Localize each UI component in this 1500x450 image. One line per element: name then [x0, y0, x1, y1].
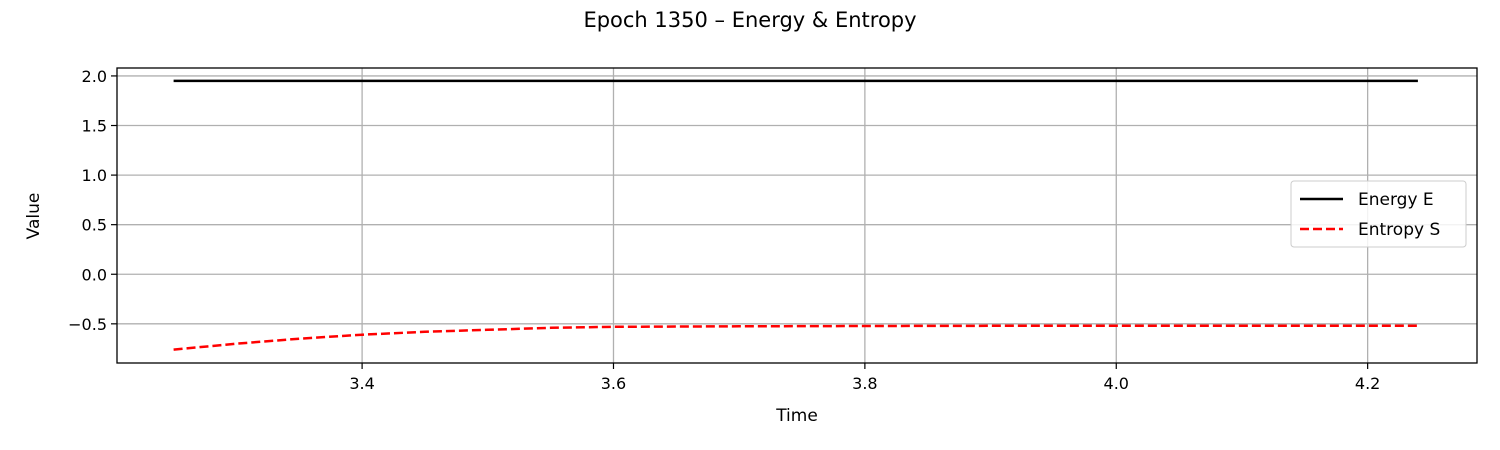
- x-tick-label: 3.8: [852, 374, 877, 393]
- x-tick-label: 3.6: [601, 374, 626, 393]
- y-tick-label: 1.5: [82, 117, 107, 136]
- legend-box: [1290, 180, 1467, 248]
- chart-title: Epoch 1350 – Energy & Entropy: [583, 8, 916, 32]
- y-tick-label: 0.0: [82, 265, 107, 284]
- x-tick-label: 4.0: [1104, 374, 1129, 393]
- legend-label-entropy: Entropy S: [1358, 220, 1440, 240]
- y-axis-label: Value: [24, 193, 44, 240]
- y-tick-label: 2.0: [82, 67, 107, 86]
- x-axis-label: Time: [775, 406, 818, 426]
- plot-frame: [116, 67, 1478, 364]
- x-tick-label: 3.4: [349, 374, 374, 393]
- grid: [117, 68, 1477, 363]
- y-tick-label: −0.5: [68, 315, 107, 334]
- series-layer: [173, 79, 1418, 351]
- ticks: 3.4 3.6 3.8 4.0 4.2 2.0 1.5 1.0 0.5 0.0 −0.5: [68, 67, 1380, 393]
- legend: Energy E Entropy S: [1290, 180, 1467, 248]
- series-line-entropy-s: [173, 324, 1418, 351]
- y-tick-label: 0.5: [82, 216, 107, 235]
- x-tick-label: 4.2: [1355, 374, 1380, 393]
- y-tick-label: 1.0: [82, 166, 107, 185]
- legend-label-energy: Energy E: [1358, 190, 1434, 210]
